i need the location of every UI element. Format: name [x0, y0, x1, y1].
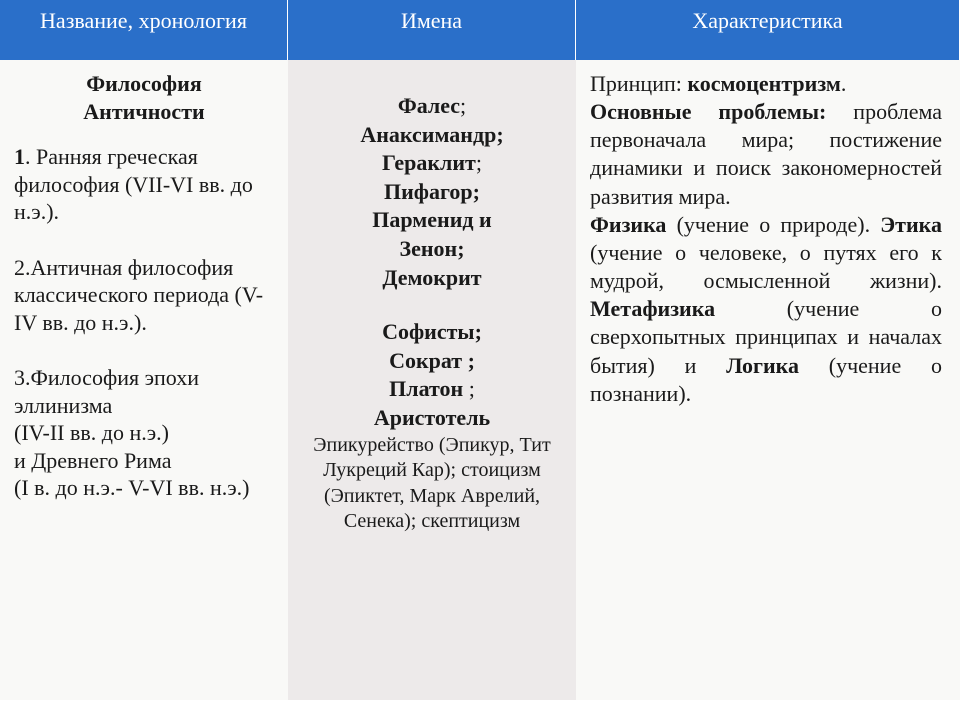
col1-title-l2: Античности	[83, 99, 204, 124]
col3-text: Принцип: космоцентризм. Основные проблем…	[590, 70, 942, 408]
col2-b2-0: Софисты;	[302, 318, 562, 347]
header-col2: Имена	[288, 0, 576, 60]
c3-principle: космоцентризм	[687, 71, 840, 96]
col2-b2-1: Сократ ;	[302, 347, 562, 376]
col2-block3: Эпикурейство (Эпикур, Тит Лукреций Кар);…	[302, 433, 562, 535]
col2-block2: Софисты; Сократ ; Платон ; Аристотель Эп…	[302, 318, 562, 535]
c3-physics: Физика	[590, 212, 666, 237]
col2-b2-2: Платон ;	[302, 375, 562, 404]
col1-title-l1: Философия	[86, 71, 201, 96]
c3-ethics-desc: (учение о человеке, о путях его к мудрой…	[590, 240, 942, 293]
col2-b1-3: Пифагор;	[302, 178, 562, 207]
c3-principle-label: Принцип:	[590, 71, 682, 96]
col2-b1-0: Фалес;	[302, 92, 562, 121]
col2-b1-5: Зенон;	[302, 235, 562, 264]
col2-b1-1: Анаксимандр;	[302, 121, 562, 150]
c3-physics-desc: (учение о природе).	[666, 212, 880, 237]
cell-col3: Принцип: космоцентризм. Основные проблем…	[576, 60, 960, 700]
header-col3: Характеристика	[576, 0, 960, 60]
col2-block1: Фалес; Анаксимандр; Гераклит; Пифагор; П…	[302, 92, 562, 292]
col1-p3: 3.Философия эпохи эллинизма (IV-II вв. д…	[14, 364, 274, 502]
header-col1: Название, хронология	[0, 0, 288, 60]
col2-b1-2: Гераклит;	[302, 149, 562, 178]
col2-b1-4: Парменид и	[302, 206, 562, 235]
col1-p1-num: 1	[14, 144, 25, 169]
col2-b1-6: Демокрит	[302, 264, 562, 293]
col1-p2: 2.Античная философия классического перио…	[14, 254, 274, 337]
c3-problems-label: Основные проблемы:	[590, 99, 826, 124]
col2-b2-3: Аристотель	[302, 404, 562, 433]
c3-logic: Логика	[726, 353, 799, 378]
col1-title: Философия Античности	[14, 70, 274, 125]
philosophy-table: Название, хронология Имена Характеристик…	[0, 0, 960, 700]
cell-col1: Философия Античности 1. Ранняя греческая…	[0, 60, 288, 700]
col1-p1: 1. Ранняя греческая философия (VII-VI вв…	[14, 143, 274, 226]
c3-dot: .	[841, 71, 847, 96]
col1-p1-text: . Ранняя греческая философия (VII-VI вв.…	[14, 144, 253, 224]
c3-metaphysics: Метафизика	[590, 296, 715, 321]
cell-col2: Фалес; Анаксимандр; Гераклит; Пифагор; П…	[288, 60, 576, 700]
c3-ethics: Этика	[880, 212, 942, 237]
